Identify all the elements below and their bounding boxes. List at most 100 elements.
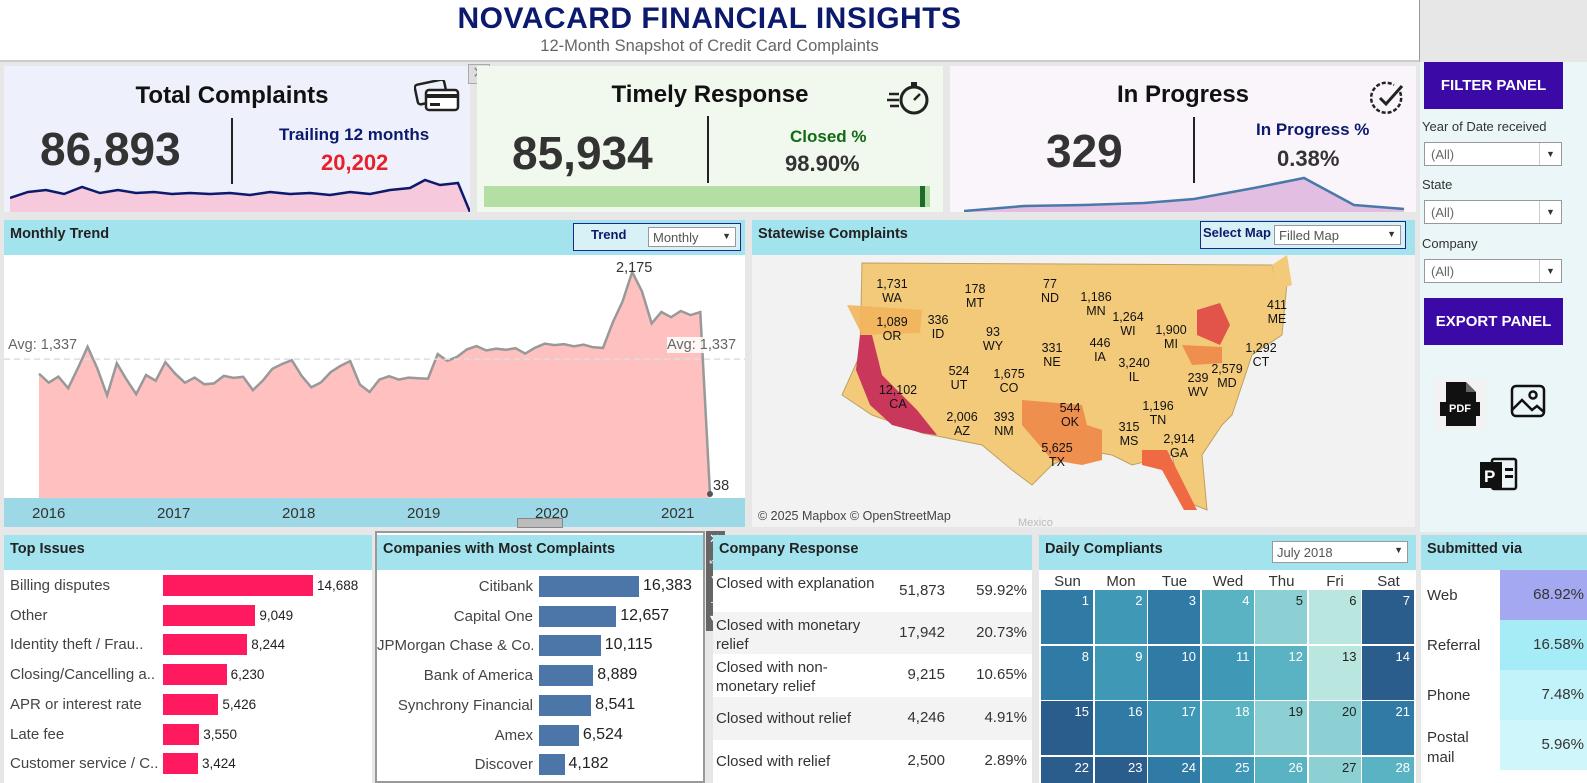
- trend-select[interactable]: Monthly ▼: [648, 227, 736, 247]
- day-header: Fri: [1326, 573, 1344, 590]
- calendar-day[interactable]: 12: [1255, 645, 1307, 700]
- calendar-day[interactable]: 8: [1041, 645, 1093, 700]
- kpi-value: 85,934: [512, 127, 653, 179]
- response-label: Closed with relief: [716, 753, 831, 770]
- response-label: Closed with explanation: [716, 575, 875, 592]
- map-select[interactable]: Filled Map ▼: [1274, 225, 1401, 245]
- kpi-sparkline: [964, 176, 1405, 212]
- x-tick-label: 2019: [407, 505, 441, 522]
- last-point-marker: [707, 491, 713, 498]
- month-select[interactable]: July 2018 ▼: [1272, 541, 1408, 563]
- calendar-day[interactable]: 15: [1041, 701, 1093, 755]
- state-label-mt: 178 MT: [964, 282, 986, 310]
- title-area: NOVACARD FINANCIAL INSIGHTS 12-Month Sna…: [0, 0, 1420, 62]
- percent-cell: [1500, 570, 1587, 620]
- calendar-day[interactable]: 19: [1255, 701, 1307, 755]
- pdf-icon[interactable]: PDF: [1434, 378, 1486, 430]
- year-filter-value: (All): [1431, 147, 1455, 162]
- calendar-day[interactable]: 11: [1201, 645, 1254, 700]
- state-label-or: 1,089 OR: [876, 315, 908, 343]
- list-item: Referral 16.58%: [1421, 620, 1587, 670]
- more-icon[interactable]: ▾: [710, 613, 715, 624]
- day-header: Wed: [1212, 573, 1244, 590]
- bar-value: 12,657: [620, 606, 670, 624]
- calendar-day[interactable]: 14: [1362, 645, 1414, 700]
- bar-label: Synchrony Financial: [397, 696, 533, 714]
- bar-value: 3,424: [201, 756, 236, 772]
- calendar-day[interactable]: 4: [1201, 590, 1254, 644]
- response-percent: 20.73%: [976, 624, 1027, 641]
- calendar-day[interactable]: 26: [1255, 756, 1307, 783]
- bar: [539, 754, 565, 776]
- state-filter-select[interactable]: (All) ▼: [1424, 200, 1562, 224]
- calendar-day[interactable]: 5: [1255, 590, 1307, 644]
- calendar-day[interactable]: 16: [1094, 701, 1147, 755]
- calendar-day[interactable]: 22: [1041, 756, 1093, 783]
- companies-header: Companies with Most Complaints: [377, 535, 703, 570]
- calendar-day[interactable]: 25: [1201, 756, 1254, 783]
- submitted-percent: 7.48%: [1541, 686, 1584, 703]
- bar-value: 3,550: [203, 726, 238, 742]
- divider: [1193, 117, 1195, 183]
- bar: [539, 665, 594, 687]
- year-filter-select[interactable]: (All) ▼: [1424, 142, 1562, 166]
- calendar-day[interactable]: 21: [1362, 701, 1414, 755]
- trend-chart: [4, 268, 745, 498]
- state-label-nd: 77 ND: [1040, 277, 1060, 305]
- percent-cell: [1500, 670, 1587, 720]
- calendar-day[interactable]: 2: [1094, 590, 1147, 644]
- company-filter-select[interactable]: (All) ▼: [1424, 259, 1562, 283]
- powerpoint-icon[interactable]: P: [1478, 456, 1518, 492]
- check-circle-icon: [1370, 81, 1404, 114]
- calendar-day[interactable]: 7: [1362, 590, 1414, 644]
- calendar-day[interactable]: 20: [1308, 701, 1361, 755]
- calendar-day[interactable]: 17: [1148, 701, 1200, 755]
- state-label-wa: 1,731 WA: [876, 277, 908, 305]
- calendar-day[interactable]: 28: [1362, 756, 1414, 783]
- filter-panel-button[interactable]: FILTER PANEL: [1424, 62, 1563, 109]
- chevron-down-icon: ▼: [1387, 229, 1396, 239]
- calendar-day[interactable]: 13: [1308, 645, 1361, 700]
- x-tick-label: 2021: [661, 505, 695, 522]
- bar-value: 14,688: [317, 578, 359, 593]
- x-tick-label: 2020: [535, 505, 569, 522]
- bar-label: Amex: [494, 726, 533, 744]
- calendar-day[interactable]: 23: [1094, 756, 1147, 783]
- calendar-day[interactable]: 27: [1308, 756, 1361, 783]
- map-select-value: Filled Map: [1279, 228, 1339, 243]
- response-count: 4,246: [907, 709, 945, 726]
- bar-label: Closing/Cancelling a..: [10, 666, 156, 684]
- bar: [539, 576, 639, 597]
- calendar-day[interactable]: 10: [1148, 645, 1200, 700]
- response-label: Closed with monetary relief: [716, 617, 861, 653]
- calendar-day[interactable]: 18: [1201, 701, 1254, 755]
- state-label-me: 411 ME: [1267, 298, 1287, 326]
- state-label-tx: 5,625 TX: [1041, 441, 1073, 469]
- kpi-sparkline: [10, 178, 470, 212]
- filter-panel: FILTER PANEL Year of Date received (All)…: [1420, 62, 1587, 532]
- submitted-label: Postal mail: [1427, 729, 1469, 766]
- list-item: Web 68.92%: [1421, 570, 1587, 620]
- export-panel-button[interactable]: EXPORT PANEL: [1424, 298, 1563, 345]
- trend-control: Trend Monthly ▼: [573, 223, 741, 251]
- calendar-day[interactable]: 9: [1094, 645, 1147, 700]
- resize-handle[interactable]: [517, 518, 563, 528]
- x-tick-label: 2018: [282, 505, 316, 522]
- response-percent: 4.91%: [984, 709, 1027, 726]
- calendar-day[interactable]: 24: [1148, 756, 1200, 783]
- list-item: Phone 7.48%: [1421, 670, 1587, 720]
- image-icon[interactable]: [1510, 384, 1546, 418]
- calendar-day[interactable]: 3: [1148, 590, 1200, 644]
- calendar-day[interactable]: 1: [1041, 590, 1093, 644]
- day-header: Thu: [1268, 573, 1295, 590]
- bar-label: APR or interest rate: [10, 695, 142, 713]
- calendar-day[interactable]: 6: [1308, 590, 1361, 644]
- bar-label: Late fee: [10, 725, 65, 743]
- bar: [163, 604, 256, 626]
- state-label-ms: 315 MS: [1118, 420, 1140, 448]
- trend-control-label: Trend: [591, 227, 627, 242]
- us-map: [841, 255, 1292, 511]
- bar-label: JPMorgan Chase & Co.: [377, 637, 533, 655]
- bar-value: 9,049: [259, 607, 294, 623]
- page-subtitle: 12-Month Snapshot of Credit Card Complai…: [540, 37, 879, 55]
